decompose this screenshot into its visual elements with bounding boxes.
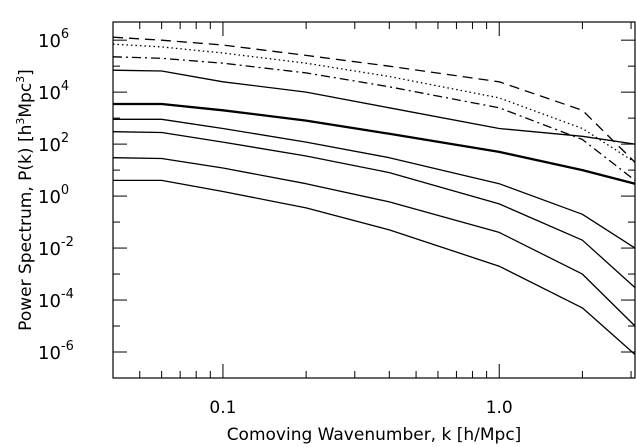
x-axis-ticks: 0.1 1.0 [112, 22, 632, 418]
series-line-4 [112, 69, 636, 145]
series-line-6 [113, 118, 636, 249]
y-axis-label-sup: 3 [14, 118, 27, 125]
y-tick-label: 102 [38, 131, 69, 156]
y-tick-label: 104 [38, 79, 69, 104]
y-axis-label-prefix: Power Spectrum, P(k) [h [16, 125, 36, 331]
y-axis-label-mid: Mpc [16, 83, 36, 118]
series-line-9 [113, 179, 636, 355]
plot-frame [112, 21, 636, 379]
series-line-2 [112, 43, 636, 163]
series-line-7 [112, 131, 636, 289]
y-tick-label: 10-6 [38, 339, 74, 364]
y-axis-ticks: 106 104 102 100 10-2 10-4 10-6 [38, 27, 635, 364]
y-tick-label: 100 [38, 183, 69, 208]
series-line-5 [113, 102, 636, 185]
y-tick-label: 10-2 [38, 235, 74, 260]
x-tick-label: 0.1 [209, 398, 236, 418]
y-axis-label-suffix: ] [16, 69, 36, 76]
y-tick-label: 106 [38, 27, 69, 52]
y-axis-label: Power Spectrum, P(k) [h3Mpc3] [14, 69, 36, 331]
x-tick-label: 1.0 [486, 398, 513, 418]
x-axis-label: Comoving Wavenumber, k [h/Mpc] [227, 425, 522, 445]
series-line-3 [112, 56, 636, 181]
y-axis-label-sup2: 3 [14, 76, 27, 83]
series-layer [112, 36, 636, 355]
series-line-8 [112, 157, 636, 327]
y-tick-label: 10-4 [38, 287, 74, 312]
